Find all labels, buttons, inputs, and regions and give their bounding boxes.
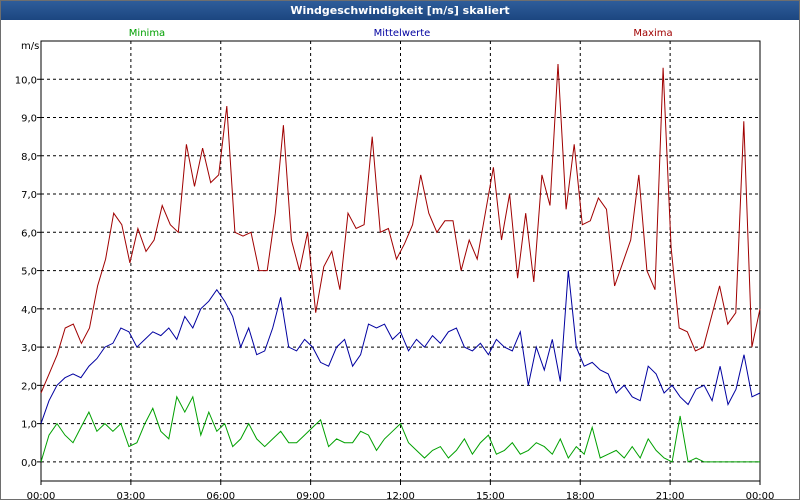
grid-lines <box>41 41 760 481</box>
x-tick-time: 00:00 <box>27 491 56 499</box>
y-tick-label: 3,0 <box>21 343 37 354</box>
x-tick-time: 15:00 <box>476 491 505 499</box>
x-tick-time: 12:00 <box>386 491 415 499</box>
series-lines <box>40 63 761 463</box>
window-title: Windgeschwindigkeit [m/s] skaliert <box>1 1 799 20</box>
y-tick-label: 7,0 <box>21 190 37 201</box>
series-line-mittelwerte <box>40 270 761 424</box>
legend: Minima Mittelwerte Maxima <box>129 28 673 39</box>
y-tick-label: 8,0 <box>21 152 37 163</box>
legend-mittelwerte: Mittelwerte <box>374 28 431 39</box>
y-tick-label: 2,0 <box>21 381 37 392</box>
y-axis: 0,0 1,0 2,0 3,0 4,0 5,0 6,0 7,0 8,0 9,0 10,0 <box>15 75 41 469</box>
x-tick-time: 21:00 <box>656 491 685 499</box>
x-tick-time: 00:00 <box>746 491 775 499</box>
x-tick-time: 06:00 <box>206 491 235 499</box>
x-axis: 00:0017.03.1903:0017.03.1906:0017.03.190… <box>27 481 775 499</box>
legend-maxima: Maxima <box>633 28 672 39</box>
y-tick-label: 4,0 <box>21 305 37 316</box>
x-tick-time: 18:00 <box>566 491 595 499</box>
y-axis-label: m/s <box>21 41 39 52</box>
y-tick-label: 10,0 <box>15 75 37 86</box>
x-tick-time: 09:00 <box>296 491 325 499</box>
y-tick-label: 5,0 <box>21 267 37 278</box>
y-tick-label: 0,0 <box>21 458 37 469</box>
legend-minima: Minima <box>129 28 165 39</box>
series-line-minima <box>40 395 760 463</box>
y-tick-label: 9,0 <box>21 114 37 125</box>
series-line-maxima <box>40 63 761 394</box>
x-tick-time: 03:00 <box>116 491 145 499</box>
line-chart: 0,0 1,0 2,0 3,0 4,0 5,0 6,0 7,0 8,0 9,0 10,0 00:00… <box>15 28 775 499</box>
y-tick-label: 6,0 <box>21 228 37 239</box>
y-tick-label: 1,0 <box>21 420 37 431</box>
